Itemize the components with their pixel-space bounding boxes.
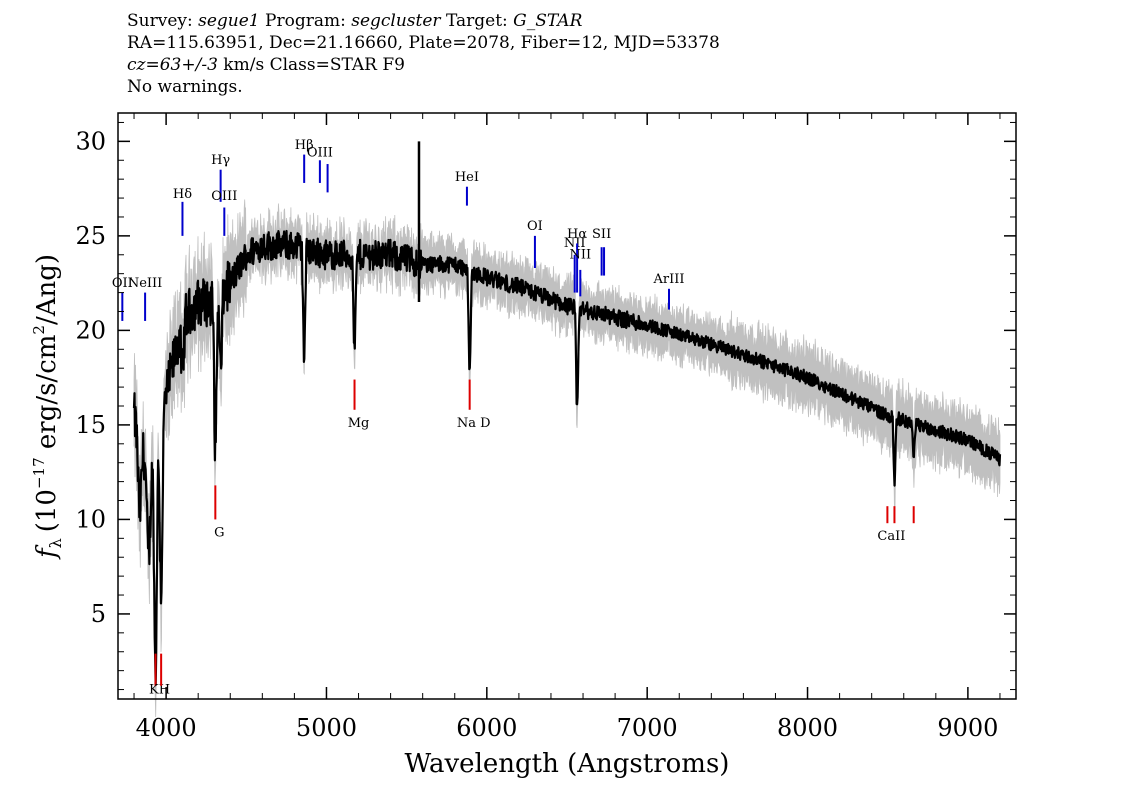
emission-line-label: Hβ xyxy=(295,138,314,153)
emission-line-label: OI xyxy=(527,219,543,234)
x-tick-label: 4000 xyxy=(136,714,197,742)
absorption-line-label: CaII xyxy=(877,529,905,544)
y-tick-label: 10 xyxy=(75,505,106,533)
absorption-line-label: G xyxy=(214,525,224,540)
emission-line-label: OIII xyxy=(211,189,237,204)
y-tick-label: 15 xyxy=(75,411,106,439)
emission-line-label: OIII xyxy=(307,145,333,160)
absorption-line-label: KH xyxy=(149,682,170,697)
emission-line-label: Hα xyxy=(567,227,587,242)
flux-series xyxy=(132,229,1002,687)
noise-layer xyxy=(133,199,1001,718)
y-tick-label: 20 xyxy=(75,316,106,344)
absorption-line-label: Mg xyxy=(348,416,370,431)
emission-line-label: NeIII xyxy=(128,276,162,291)
emission-line-label: SII xyxy=(592,227,611,242)
x-tick-label: 9000 xyxy=(937,714,998,742)
emission-line-label: OII xyxy=(112,276,133,291)
y-tick-label: 30 xyxy=(75,127,106,155)
emission-line-label: Hδ xyxy=(173,187,192,202)
y-axis-label: fλ(10−17 erg/s/cm2/Ang) xyxy=(30,254,65,560)
noise-band xyxy=(133,199,1001,718)
header-line-3: cz=63+/-3 km/s Class=STAR F9 xyxy=(127,55,405,75)
x-axis-label: Wavelength (Angstroms) xyxy=(405,749,730,779)
spectrum-header: Survey: segue1 Program: segcluster Targe… xyxy=(127,10,720,98)
absorption-line-label: Na D xyxy=(457,416,491,431)
x-tick-label: 7000 xyxy=(617,714,678,742)
spectral-line-markers: OIINeIIIHδHγOIIIHβOIIIHeIOINIIHαNIISIIAr… xyxy=(112,138,915,697)
emission-line-label: NII xyxy=(564,236,586,251)
y-tick-label: 25 xyxy=(75,222,106,250)
header-line-2: RA=115.63951, Dec=21.16660, Plate=2078, … xyxy=(127,33,720,53)
emission-line-label: NII xyxy=(569,248,591,263)
axis-ticks: 4000 5000 6000 7000 8000 9000 5 10 15 20 25 30 xyxy=(75,113,1016,742)
flux-layer xyxy=(132,141,1002,687)
header-line-4: No warnings. xyxy=(127,77,243,97)
emission-line-label: HeI xyxy=(455,170,479,185)
emission-line-label: ArIII xyxy=(652,272,684,287)
x-tick-label: 6000 xyxy=(456,714,517,742)
header-line-1: Survey: segue1 Program: segcluster Targe… xyxy=(127,11,583,31)
x-tick-label: 8000 xyxy=(777,714,838,742)
x-tick-label: 5000 xyxy=(296,714,357,742)
emission-line-label: Hγ xyxy=(211,153,230,168)
y-tick-label: 5 xyxy=(91,600,106,628)
